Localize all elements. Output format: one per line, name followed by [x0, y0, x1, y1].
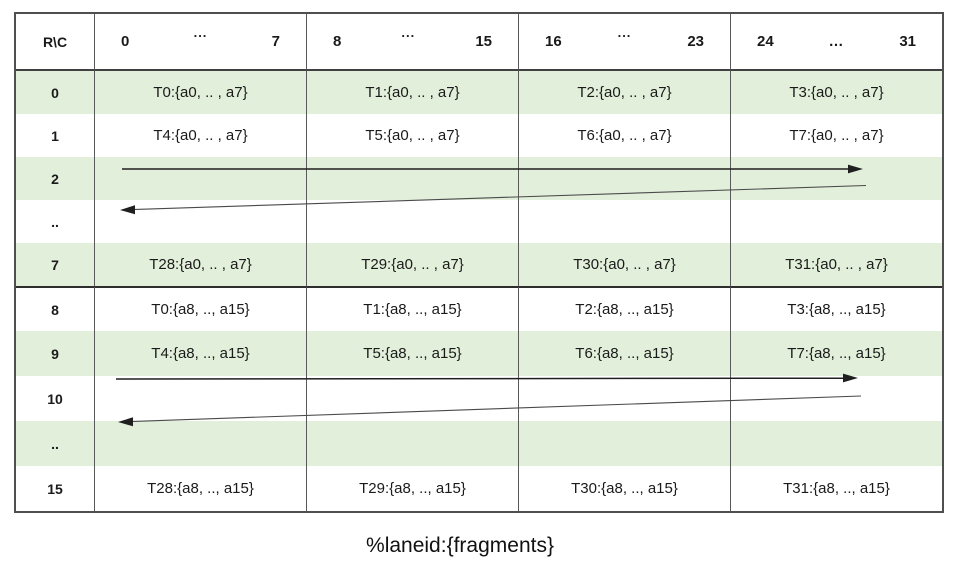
- table-cell: T29:{a8, .., a15}: [306, 466, 518, 511]
- table-cell: [306, 200, 518, 243]
- table-cell: T6:{a8, .., a15}: [518, 331, 730, 376]
- table-cell: T1:{a0, .. , a7}: [306, 71, 518, 114]
- table-cell: [94, 421, 306, 466]
- table-cell: T5:{a8, .., a15}: [306, 331, 518, 376]
- table-cell: [518, 200, 730, 243]
- table-cell: [518, 157, 730, 200]
- ellipsis-icon: ...: [193, 25, 208, 40]
- row-label: 0: [16, 71, 94, 114]
- table-cell: T7:{a8, .., a15}: [730, 331, 942, 376]
- col-range-end: 7: [271, 33, 280, 50]
- table-cell: T4:{a0, .. , a7}: [94, 114, 306, 157]
- ellipsis-icon: ...: [401, 25, 416, 40]
- table-cell: T31:{a0, .. , a7}: [730, 243, 942, 286]
- table-cell: [306, 157, 518, 200]
- table-cell: T3:{a0, .. , a7}: [730, 71, 942, 114]
- table-cell: T0:{a8, .., a15}: [94, 286, 306, 331]
- caption: %laneid:{fragments}: [366, 534, 554, 557]
- row-label: 9: [16, 331, 94, 376]
- table-cell: T3:{a8, .., a15}: [730, 286, 942, 331]
- row-label: 1: [51, 127, 59, 144]
- row-label: ..: [16, 421, 94, 466]
- table-cell: T5:{a0, .. , a7}: [306, 114, 518, 157]
- table-cell: T28:{a0, .. , a7}: [94, 243, 306, 286]
- table-cell: T30:{a0, .. , a7}: [518, 243, 730, 286]
- table-cell: [730, 376, 942, 421]
- table-cell: T30:{a8, .., a15}: [518, 466, 730, 511]
- table-cell: T28:{a8, .., a15}: [94, 466, 306, 511]
- table-cell: [730, 200, 942, 243]
- ellipsis-icon: …: [828, 33, 845, 50]
- table-cell: [518, 421, 730, 466]
- row-label: 15: [47, 480, 63, 497]
- corner-header: R\C: [16, 14, 94, 71]
- row-label: 10: [47, 390, 63, 407]
- table-cell: T31:{a8, .., a15}: [730, 466, 942, 511]
- table-cell: T2:{a8, .., a15}: [518, 286, 730, 331]
- row-label: 7: [16, 243, 94, 286]
- fragment-layout-table: R\C 0 ... 7 8 ... 15 16 ... 23 24 … 31 0…: [14, 12, 944, 513]
- row-label: 8: [16, 286, 94, 331]
- column-header-0-7: 0 ... 7: [94, 14, 306, 71]
- col-range-start: 24: [757, 33, 774, 50]
- ellipsis-icon: ...: [617, 25, 632, 40]
- col-range-start: 8: [333, 33, 342, 50]
- table-cell: [730, 157, 942, 200]
- table-cell: [730, 421, 942, 466]
- table-cell: [94, 376, 306, 421]
- table-cell: [306, 376, 518, 421]
- row-label: 2: [16, 157, 94, 200]
- table-cell: T0:{a0, .. , a7}: [94, 71, 306, 114]
- table-cell: T7:{a0, .. , a7}: [730, 114, 942, 157]
- table-cell: [94, 157, 306, 200]
- column-header-16-23: 16 ... 23: [518, 14, 730, 71]
- table-cell: T2:{a0, .. , a7}: [518, 71, 730, 114]
- table-cell: T6:{a0, .. , a7}: [518, 114, 730, 157]
- col-range-end: 15: [475, 33, 492, 50]
- col-range-start: 0: [121, 33, 130, 50]
- column-header-8-15: 8 ... 15: [306, 14, 518, 71]
- table-cell: T1:{a8, .., a15}: [306, 286, 518, 331]
- table-cell: [306, 421, 518, 466]
- table-cell: T4:{a8, .., a15}: [94, 331, 306, 376]
- table-cell: [518, 376, 730, 421]
- col-range-end: 23: [687, 33, 704, 50]
- col-range-end: 31: [899, 33, 916, 50]
- row-label: ..: [51, 213, 59, 230]
- table-cell: [94, 200, 306, 243]
- table-cell: T29:{a0, .. , a7}: [306, 243, 518, 286]
- col-range-start: 16: [545, 33, 562, 50]
- column-header-24-31: 24 … 31: [730, 14, 942, 71]
